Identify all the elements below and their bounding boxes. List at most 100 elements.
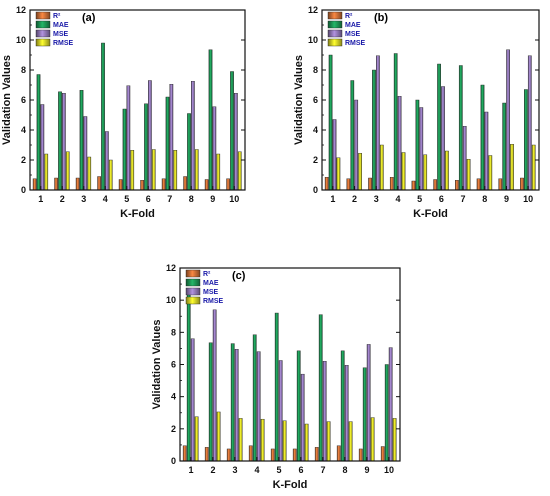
- bar-rmse-fold-2: [216, 411, 221, 462]
- bar-mse-fold-5: [126, 85, 131, 191]
- bar-rmse-fold-2: [358, 153, 362, 191]
- legend-swatch-rmse: [327, 38, 343, 47]
- bar-mse-fold-2: [62, 93, 66, 191]
- bar-mse-fold-10: [234, 93, 238, 191]
- x-tick-label: 10: [229, 194, 239, 204]
- bar-r-fold-2: [346, 178, 351, 191]
- x-tick-label: 5: [276, 465, 281, 475]
- y-tick-label: 2: [313, 155, 318, 165]
- x-tick-label: 1: [330, 194, 335, 204]
- legend-swatch-mse: [185, 287, 201, 296]
- bar-mae-fold-1: [186, 290, 191, 462]
- bar-r-fold-10: [380, 446, 385, 462]
- y-tick-label: 10: [166, 295, 176, 305]
- bar-r-fold-5: [270, 448, 275, 462]
- bar-r-fold-5: [411, 180, 416, 191]
- bar-mae-fold-9: [362, 367, 367, 462]
- legend-swatch-mse: [35, 29, 51, 38]
- bar-mse-fold-1: [190, 338, 195, 462]
- x-tick-label: 6: [146, 194, 151, 204]
- legend-label: R²: [345, 13, 353, 20]
- bar-rmse-fold-7: [466, 159, 471, 191]
- bar-rmse-fold-10: [531, 144, 536, 191]
- bar-mse-fold-3: [234, 349, 239, 462]
- bar-mae-fold-7: [318, 314, 323, 462]
- bar-mse-fold-1: [332, 119, 337, 191]
- x-tick-label: 9: [210, 194, 215, 204]
- bar-mae-fold-4: [252, 334, 257, 462]
- y-tick-label: 6: [21, 95, 26, 105]
- legend-label: MSE: [345, 31, 361, 38]
- x-tick-label: 9: [364, 465, 369, 475]
- bar-r-fold-3: [368, 177, 372, 191]
- bar-mae-fold-9: [502, 102, 507, 191]
- x-tick-label: 2: [60, 194, 65, 204]
- bar-r-fold-2: [204, 447, 209, 462]
- y-tick-label: 0: [21, 185, 26, 195]
- bar-rmse-fold-3: [238, 418, 243, 462]
- bar-mae-fold-1: [36, 74, 41, 191]
- bar-rmse-fold-1: [44, 153, 49, 191]
- x-tick-label: 3: [232, 465, 237, 475]
- bar-r-fold-7: [455, 180, 459, 191]
- bar-rmse-fold-9: [510, 144, 514, 191]
- panel-label: (c): [232, 270, 246, 282]
- bar-r-fold-8: [183, 176, 187, 191]
- x-tick-label: 4: [395, 194, 400, 204]
- bar-r-fold-6: [292, 448, 297, 462]
- bar-rmse-fold-10: [392, 418, 397, 462]
- y-tick-label: 10: [16, 35, 26, 45]
- x-tick-label: 6: [298, 465, 303, 475]
- bar-r-fold-9: [358, 448, 363, 462]
- x-tick-label: 1: [188, 465, 193, 475]
- bar-mae-fold-3: [230, 343, 235, 462]
- bar-rmse-fold-9: [216, 153, 221, 191]
- x-tick-label: 6: [439, 194, 444, 204]
- bar-rmse-fold-8: [194, 149, 199, 191]
- legend-label: RMSE: [345, 40, 366, 47]
- y-tick-label: 4: [313, 125, 318, 135]
- legend-label: MSE: [53, 31, 69, 38]
- y-tick-label: 2: [21, 155, 26, 165]
- bar-mae-fold-10: [230, 71, 234, 191]
- bar-mse-fold-8: [484, 111, 489, 191]
- bar-mse-fold-3: [376, 55, 380, 191]
- legend-label: R²: [53, 13, 61, 20]
- legend-label: MAE: [203, 280, 219, 287]
- bar-r-fold-1: [182, 445, 187, 462]
- bar-mae-fold-8: [340, 350, 345, 462]
- y-tick-label: 8: [313, 65, 318, 75]
- bar-rmse-fold-6: [445, 150, 449, 191]
- bar-mse-fold-7: [169, 84, 174, 191]
- bar-r-fold-4: [97, 176, 101, 191]
- bar-mse-fold-4: [256, 351, 261, 462]
- bar-mse-fold-5: [278, 360, 283, 462]
- legend-swatch-mse: [327, 29, 343, 38]
- legend-swatch-mae: [185, 278, 201, 287]
- y-axis-title: Validation Values: [1, 55, 13, 145]
- bar-r-fold-4: [248, 445, 253, 462]
- bar-mae-fold-4: [393, 53, 398, 191]
- bar-mae-fold-2: [58, 91, 62, 191]
- bar-mse-fold-8: [191, 81, 195, 191]
- x-tick-label: 7: [320, 465, 325, 475]
- legend-swatch-r: [327, 11, 343, 20]
- y-tick-label: 4: [21, 125, 26, 135]
- bar-rmse-fold-10: [237, 151, 242, 191]
- bar-rmse-fold-4: [108, 159, 113, 191]
- x-tick-label: 5: [124, 194, 129, 204]
- bar-r-fold-3: [226, 448, 231, 462]
- bar-mse-fold-9: [366, 344, 371, 462]
- bar-mse-fold-7: [462, 126, 467, 191]
- bar-mae-fold-8: [187, 113, 191, 191]
- y-axis-title: Validation Values: [151, 320, 163, 410]
- bar-rmse-fold-5: [282, 420, 287, 462]
- bar-rmse-fold-5: [130, 150, 135, 191]
- bar-r-fold-3: [75, 177, 80, 191]
- x-axis-title: K-Fold: [273, 479, 308, 491]
- bar-r-fold-2: [54, 177, 58, 191]
- x-tick-label: 10: [523, 194, 533, 204]
